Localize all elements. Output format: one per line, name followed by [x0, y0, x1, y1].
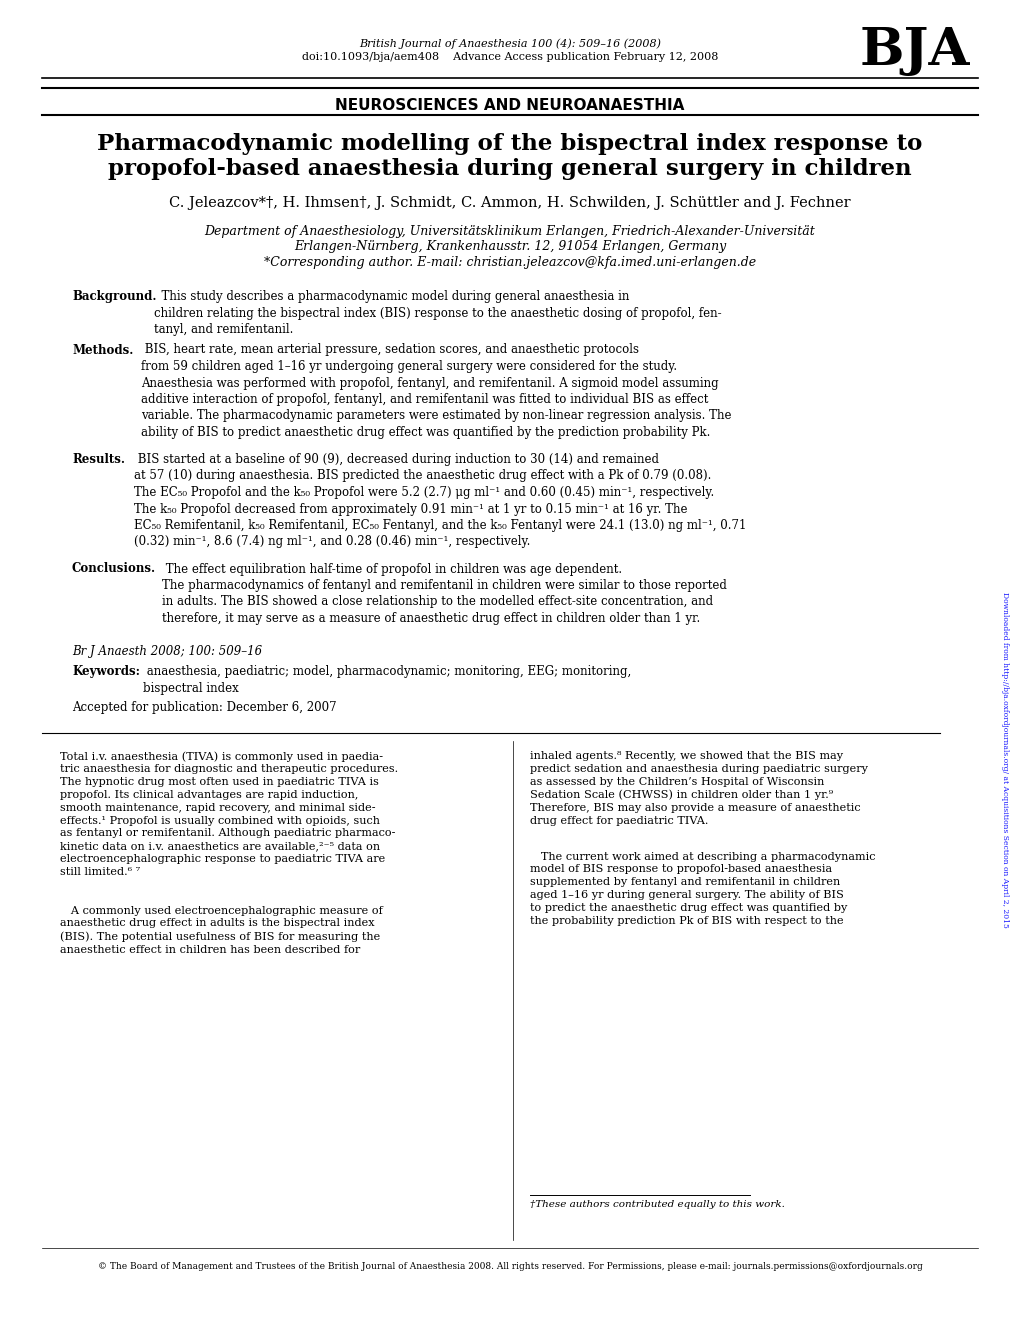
Text: inhaled agents.⁸ Recently, we showed that the BIS may
predict sedation and anaes: inhaled agents.⁸ Recently, we showed tha… [530, 751, 867, 826]
Text: Methods.: Methods. [72, 344, 133, 356]
Text: Keywords:: Keywords: [72, 666, 140, 679]
Text: Background.: Background. [72, 290, 156, 303]
Text: Br J Anaesth 2008; 100: 509–16: Br J Anaesth 2008; 100: 509–16 [72, 645, 262, 658]
Text: © The Board of Management and Trustees of the British Journal of Anaesthesia 200: © The Board of Management and Trustees o… [98, 1263, 921, 1271]
Text: Results.: Results. [72, 453, 125, 467]
Text: NEUROSCIENCES AND NEUROANAESTHIA: NEUROSCIENCES AND NEUROANAESTHIA [335, 98, 684, 113]
Text: doi:10.1093/bja/aem408    Advance Access publication February 12, 2008: doi:10.1093/bja/aem408 Advance Access pu… [302, 51, 717, 62]
Text: Conclusions.: Conclusions. [72, 563, 156, 576]
Text: Downloaded from http://bja.oxfordjournals.org/ at Acquisitions Section on April : Downloaded from http://bja.oxfordjournal… [1000, 592, 1008, 928]
Text: British Journal of Anaesthesia 100 (4): 509–16 (2008): British Journal of Anaesthesia 100 (4): … [359, 38, 660, 49]
Text: This study describes a pharmacodynamic model during general anaesthesia in
child: This study describes a pharmacodynamic m… [154, 290, 720, 336]
Text: *Corresponding author. E-mail: christian.jeleazcov@kfa.imed.uni-erlangen.de: *Corresponding author. E-mail: christian… [264, 256, 755, 269]
Text: propofol-based anaesthesia during general surgery in children: propofol-based anaesthesia during genera… [108, 158, 911, 181]
Text: The effect equilibration half-time of propofol in children was age dependent.
Th: The effect equilibration half-time of pr… [162, 563, 727, 625]
Text: BJA: BJA [859, 25, 969, 76]
Text: A commonly used electroencephalographic measure of
anaesthetic drug effect in ad: A commonly used electroencephalographic … [60, 905, 382, 954]
Text: Pharmacodynamic modelling of the bispectral index response to: Pharmacodynamic modelling of the bispect… [97, 133, 922, 156]
Text: Total i.v. anaesthesia (TIVA) is commonly used in paedia-
tric anaesthesia for d: Total i.v. anaesthesia (TIVA) is commonl… [60, 751, 397, 876]
Text: Department of Anaesthesiology, Universitätsklinikum Erlangen, Friedrich-Alexande: Department of Anaesthesiology, Universit… [205, 225, 814, 239]
Text: anaesthesia, paediatric; model, pharmacodynamic; monitoring, EEG; monitoring,
bi: anaesthesia, paediatric; model, pharmaco… [143, 666, 631, 695]
Text: Accepted for publication: December 6, 2007: Accepted for publication: December 6, 20… [72, 700, 336, 713]
Text: BIS started at a baseline of 90 (9), decreased during induction to 30 (14) and r: BIS started at a baseline of 90 (9), dec… [133, 453, 746, 548]
Text: Erlangen-Nürnberg, Krankenhausstr. 12, 91054 Erlangen, Germany: Erlangen-Nürnberg, Krankenhausstr. 12, 9… [293, 240, 726, 253]
Text: C. Jeleazcov*†, H. Ihmsen†, J. Schmidt, C. Ammon, H. Schwilden, J. Schüttler and: C. Jeleazcov*†, H. Ihmsen†, J. Schmidt, … [169, 196, 850, 210]
Text: BIS, heart rate, mean arterial pressure, sedation scores, and anaesthetic protoc: BIS, heart rate, mean arterial pressure,… [141, 344, 731, 439]
Text: The current work aimed at describing a pharmacodynamic
model of BIS response to : The current work aimed at describing a p… [530, 851, 874, 925]
Text: †These authors contributed equally to this work.: †These authors contributed equally to th… [530, 1199, 784, 1209]
